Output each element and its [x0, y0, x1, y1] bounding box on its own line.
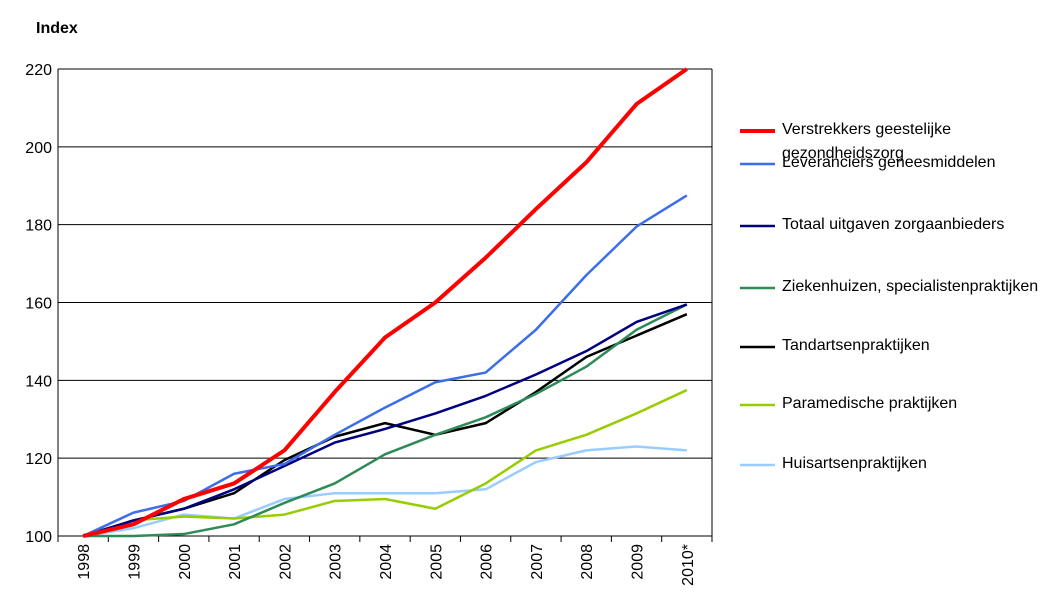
y-tick-label: 220 — [25, 62, 52, 79]
y-tick-label: 160 — [25, 296, 52, 313]
y-tick-label: 100 — [25, 529, 52, 546]
x-tick-label: 2006 — [479, 544, 496, 580]
y-axis-label: Index — [36, 20, 78, 37]
x-tick-label: 2000 — [177, 544, 194, 580]
x-tick-label: 1999 — [126, 544, 143, 580]
legend-label: Paramedische praktijken — [782, 395, 958, 412]
x-tick-label: 2010* — [680, 544, 697, 586]
legend-label: Verstrekkers geestelijke gezondheidszorg — [782, 121, 951, 162]
x-tick-label: 2007 — [529, 544, 546, 580]
y-tick-label: 120 — [25, 451, 52, 468]
series-line — [82, 194, 688, 538]
x-tick-label: 1998 — [76, 544, 93, 580]
x-tick-label: 2001 — [227, 544, 244, 580]
legend-label: Leveranciers geneesmiddelen — [782, 154, 996, 171]
series-line — [82, 67, 688, 538]
x-tick-label: 2002 — [277, 544, 294, 580]
y-tick-label: 140 — [25, 373, 52, 390]
series-line — [83, 303, 688, 538]
legend-label: Totaal uitgaven zorgaanbieders — [782, 216, 1005, 233]
x-tick-label: 2009 — [630, 544, 647, 580]
legend-label: Ziekenhuizen, specialistenpraktijken — [782, 278, 1039, 295]
legend-label: Tandartsenpraktijken — [782, 337, 930, 354]
y-tick-label: 200 — [25, 140, 52, 157]
series-line — [82, 388, 688, 538]
series-line — [82, 445, 687, 538]
series-line — [82, 303, 688, 538]
x-tick-label: 2004 — [378, 544, 395, 580]
y-tick-label: 180 — [25, 218, 52, 235]
x-tick-label: 2005 — [428, 544, 445, 580]
x-tick-label: 2008 — [579, 544, 596, 580]
x-tick-label: 2003 — [328, 544, 345, 580]
legend-label: Huisartsenpraktijken — [782, 455, 927, 472]
